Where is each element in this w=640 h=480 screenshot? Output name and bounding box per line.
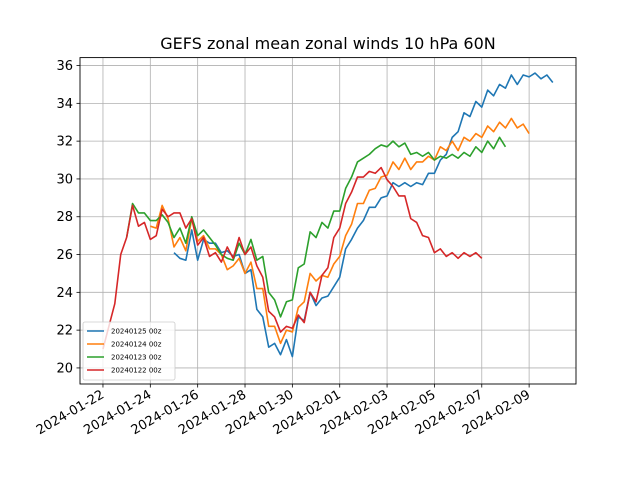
- grid-lines: [80, 57, 576, 384]
- axes-frame: [79, 57, 577, 385]
- y-tick-label: 20: [56, 361, 73, 376]
- series-line-20240124-00z: [150, 117, 530, 345]
- series-line-20240125-00z: [173, 72, 554, 358]
- y-tick-label: 30: [56, 172, 73, 187]
- y-tick-label: 32: [56, 135, 73, 150]
- series-line-20240123-00z: [125, 136, 507, 318]
- y-tick-label: 28: [56, 210, 73, 225]
- y-axis: 20 22 24 26 28 30 32 34 36: [56, 59, 80, 376]
- legend-label: 20240122 00z: [111, 367, 162, 375]
- plot-area: [102, 72, 554, 358]
- y-tick-label: 34: [56, 97, 73, 112]
- y-tick-label: 26: [56, 248, 73, 263]
- chart-title: GEFS zonal mean zonal winds 10 hPa 60N: [160, 34, 495, 53]
- legend: 20240125 00z 20240124 00z 20240123 00z 2024…: [82, 321, 176, 381]
- y-tick-label: 22: [56, 324, 73, 339]
- y-tick-label: 36: [56, 59, 73, 74]
- series-line-20240122-00z: [102, 166, 483, 350]
- y-tick-label: 24: [56, 286, 73, 301]
- legend-label: 20240124 00z: [111, 341, 162, 349]
- legend-label: 20240125 00z: [111, 328, 162, 336]
- legend-box: [82, 321, 176, 381]
- legend-label: 20240123 00z: [111, 354, 162, 362]
